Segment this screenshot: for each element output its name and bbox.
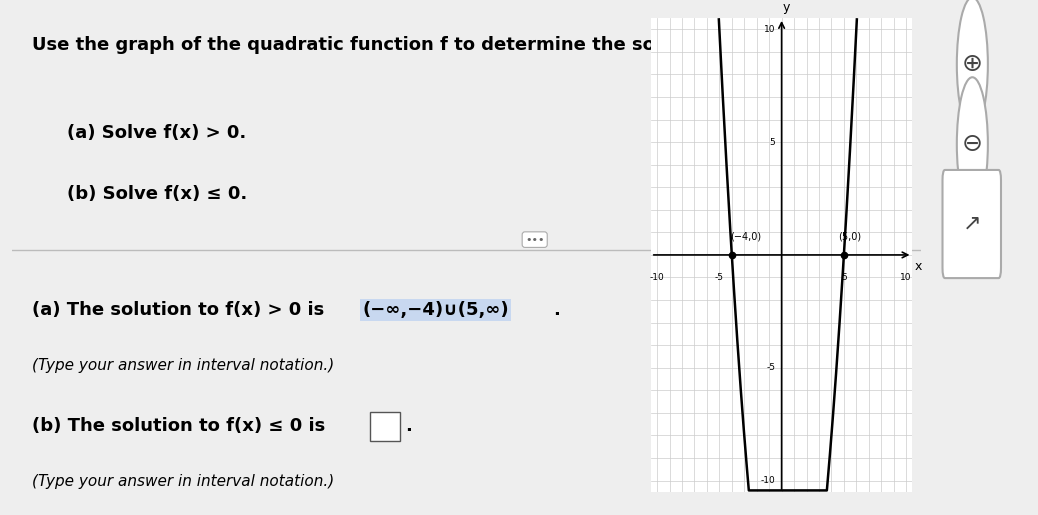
Text: (b) Solve f(x) ≤ 0.: (b) Solve f(x) ≤ 0. bbox=[66, 185, 247, 203]
FancyBboxPatch shape bbox=[943, 170, 1001, 278]
Text: x: x bbox=[914, 260, 923, 273]
Text: -10: -10 bbox=[650, 273, 664, 282]
Circle shape bbox=[957, 77, 988, 211]
Circle shape bbox=[957, 0, 988, 131]
Text: ⊖: ⊖ bbox=[962, 132, 983, 156]
Text: (a) Solve f(x) > 0.: (a) Solve f(x) > 0. bbox=[66, 124, 246, 142]
Text: ↗: ↗ bbox=[963, 214, 982, 234]
Text: ⊕: ⊕ bbox=[962, 53, 983, 76]
Text: -5: -5 bbox=[766, 363, 775, 372]
Text: -10: -10 bbox=[761, 476, 775, 485]
Text: 5: 5 bbox=[769, 138, 775, 147]
Text: -5: -5 bbox=[715, 273, 723, 282]
Text: (5,0): (5,0) bbox=[838, 231, 861, 242]
Text: y: y bbox=[783, 1, 790, 13]
Text: .: . bbox=[405, 417, 412, 435]
Text: .: . bbox=[553, 301, 559, 319]
Text: (a) The solution to f(x) > 0 is: (a) The solution to f(x) > 0 is bbox=[32, 301, 331, 319]
Text: (b) The solution to f(x) ≤ 0 is: (b) The solution to f(x) ≤ 0 is bbox=[32, 417, 332, 435]
Text: 10: 10 bbox=[764, 25, 775, 34]
Text: 5: 5 bbox=[841, 273, 847, 282]
Text: (−∞,−4)∪(5,∞): (−∞,−4)∪(5,∞) bbox=[362, 301, 509, 319]
Text: Use the graph of the quadratic function f to determine the solution.: Use the graph of the quadratic function … bbox=[32, 36, 720, 54]
Text: 10: 10 bbox=[900, 273, 912, 282]
Text: (Type your answer in interval notation.): (Type your answer in interval notation.) bbox=[32, 358, 334, 373]
Text: •••: ••• bbox=[525, 235, 545, 245]
Text: (−4,0): (−4,0) bbox=[731, 231, 762, 242]
Text: (Type your answer in interval notation.): (Type your answer in interval notation.) bbox=[32, 474, 334, 489]
